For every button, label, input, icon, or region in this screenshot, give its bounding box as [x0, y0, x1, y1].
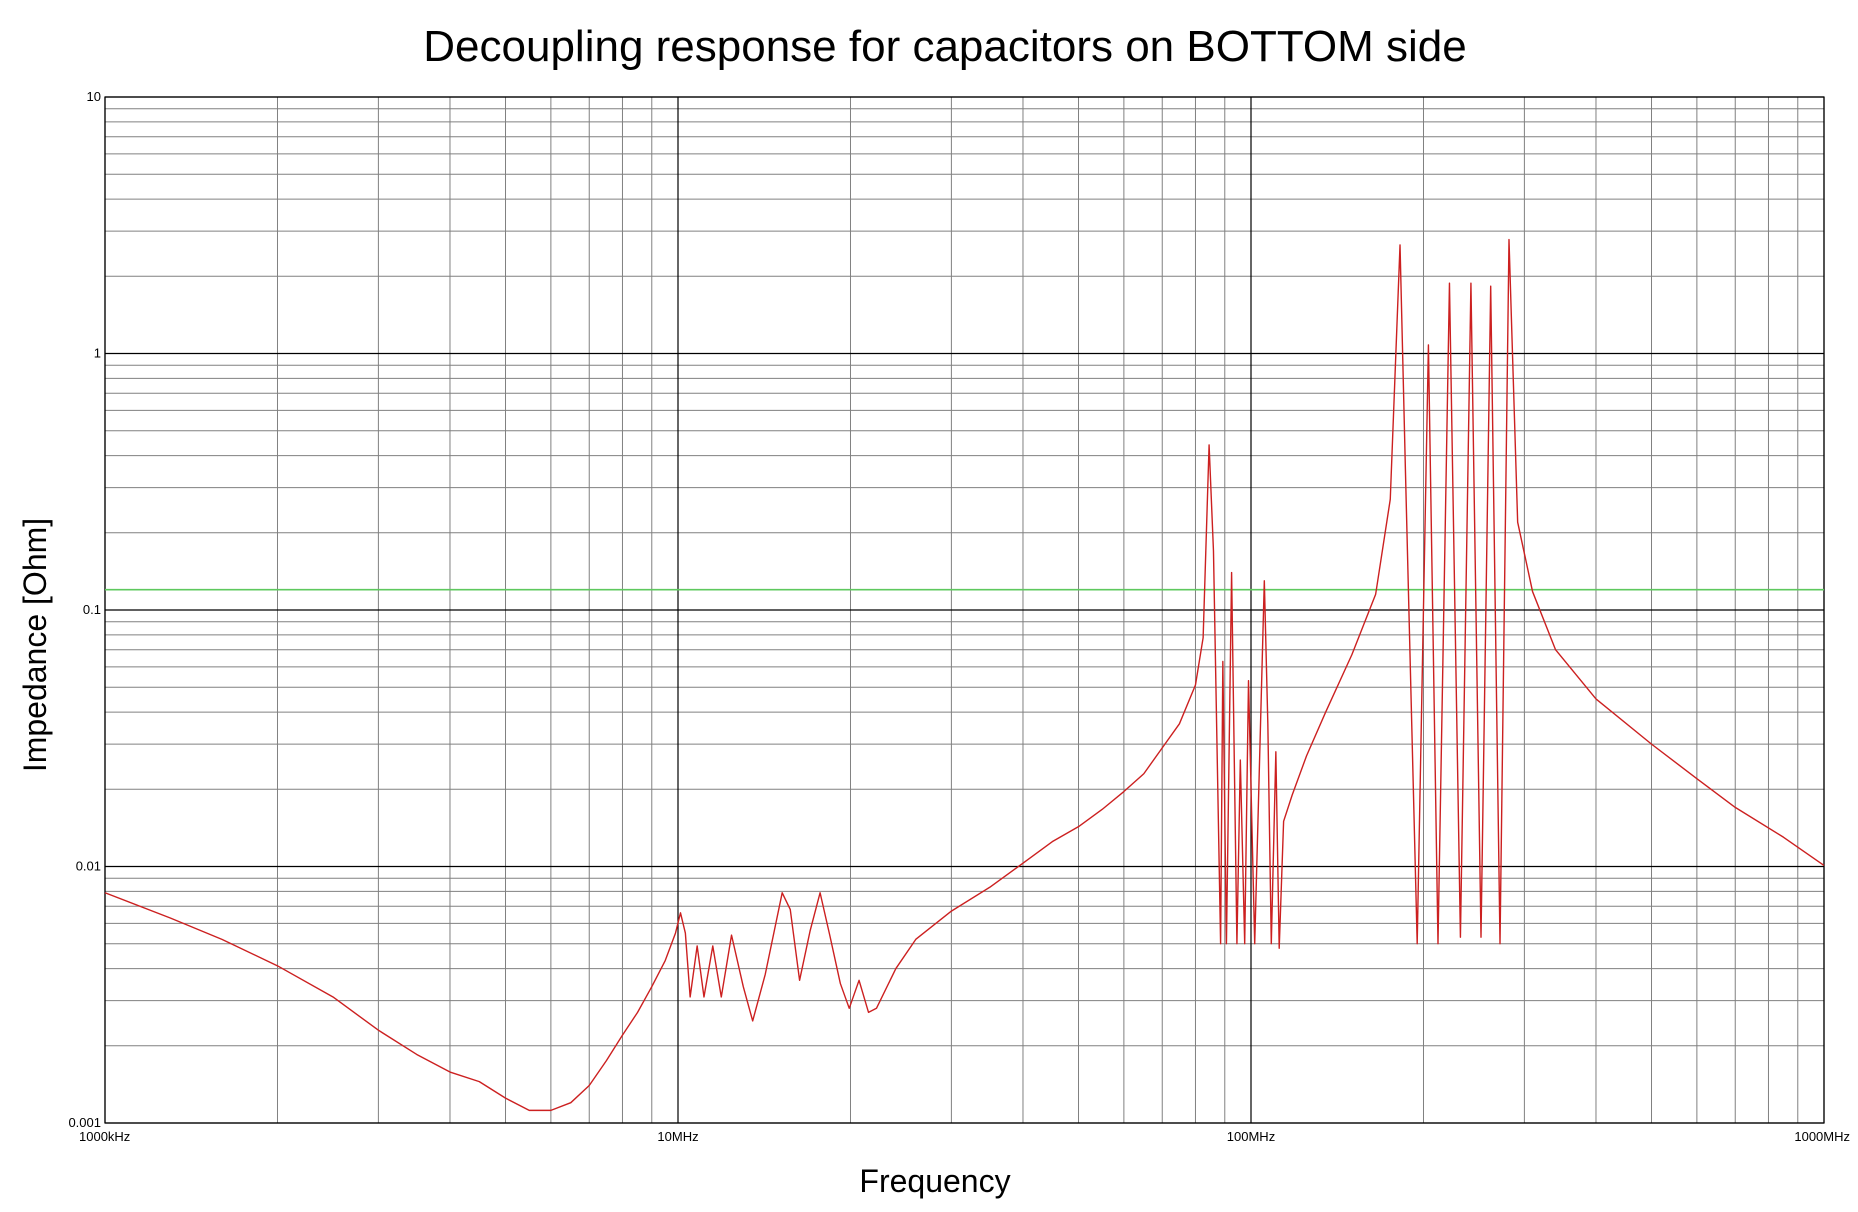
y-tick-label: 0.01 — [76, 859, 101, 874]
series-line-impedance — [104, 238, 1825, 1112]
x-axis-label: Frequency — [859, 1163, 1010, 1199]
x-tick-label: 1000kHz — [79, 1129, 130, 1144]
y-tick-label: 1 — [94, 346, 101, 361]
y-tick-label: 0.001 — [68, 1115, 101, 1130]
y-tick-label: 10 — [87, 89, 101, 104]
y-tick-label: 0.1 — [83, 602, 101, 617]
plot-grid — [104, 96, 1825, 1124]
chart-title: Decoupling response for capacitors on BO… — [423, 22, 1466, 71]
x-tick-label: 10MHz — [657, 1129, 698, 1144]
x-tick-label: 1000MHz — [1794, 1129, 1850, 1144]
plot-frame — [104, 96, 1825, 1124]
y-axis-label: Impedance [Ohm] — [17, 518, 53, 772]
y-axis-ticks: 10 1 0.1 0.01 0.001 — [68, 89, 101, 1130]
x-axis-ticks: 1000kHz 10MHz 100MHz 1000MHz — [79, 1129, 1850, 1144]
x-tick-label: 100MHz — [1227, 1129, 1275, 1144]
